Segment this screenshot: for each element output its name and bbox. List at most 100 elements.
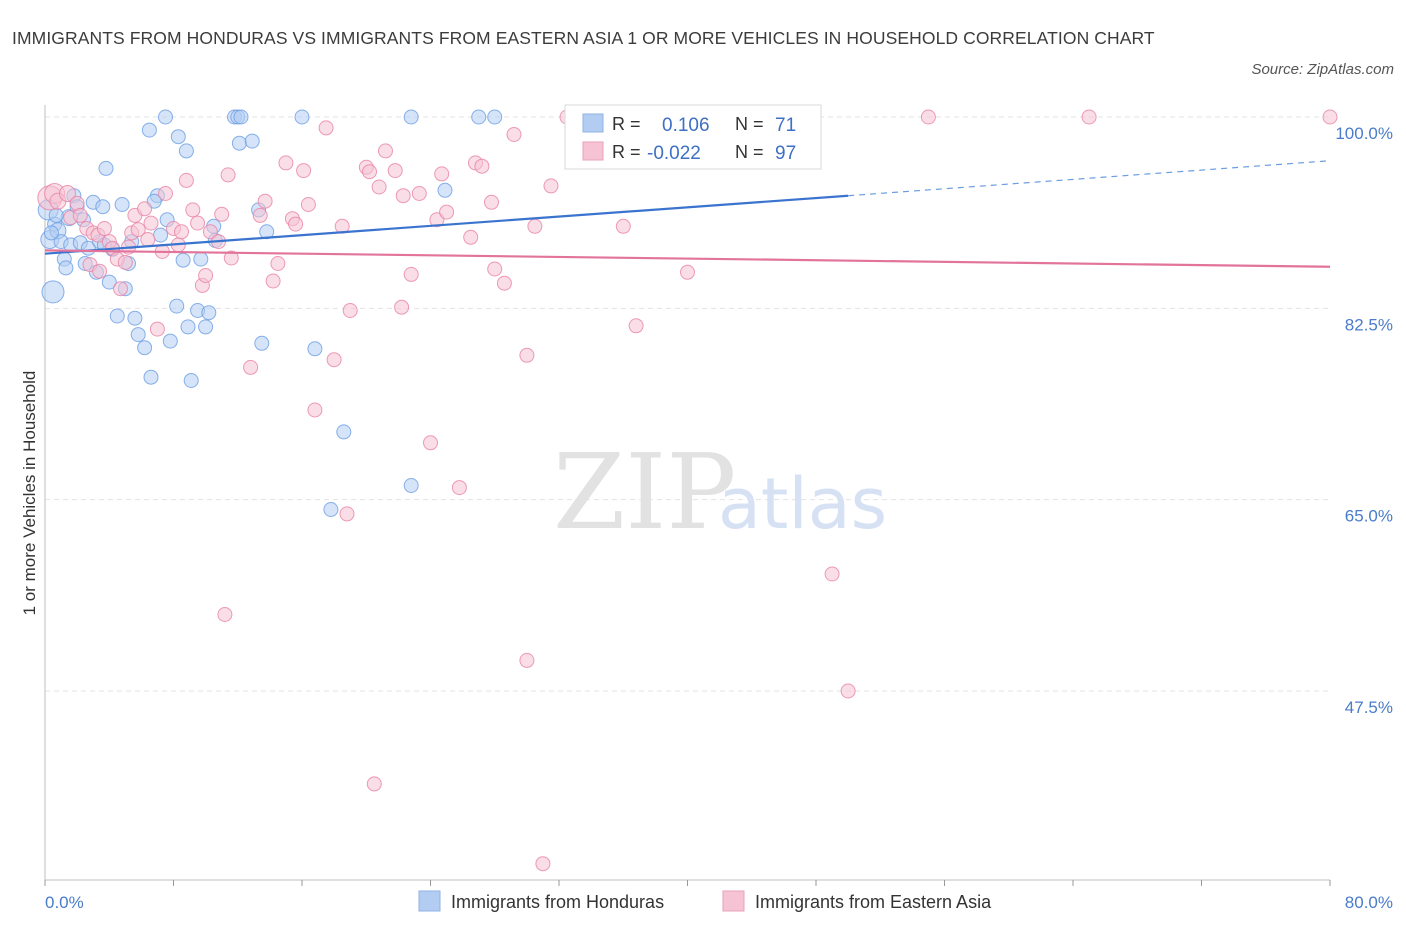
stats-r-value-honduras: 0.106	[662, 115, 710, 136]
point-eastern-asia-52	[318, 120, 334, 136]
y-tick-label-2: 65.0%	[1345, 507, 1393, 526]
point-honduras-60	[323, 502, 339, 517]
point-eastern-asia-51	[307, 402, 323, 418]
point-eastern-asia-90	[1081, 109, 1097, 125]
point-eastern-asia-23	[140, 232, 156, 247]
point-honduras-31	[143, 369, 159, 385]
point-honduras-44	[193, 251, 209, 267]
point-eastern-asia-92	[519, 652, 535, 668]
point-honduras-29	[137, 340, 153, 356]
point-honduras-18	[95, 199, 111, 215]
point-honduras-62	[403, 478, 419, 493]
point-honduras-58	[307, 341, 323, 357]
data-points	[37, 109, 1338, 872]
x-tick-label-1: 80.0%	[1345, 893, 1393, 912]
point-eastern-asia-86	[680, 264, 695, 280]
point-eastern-asia-30	[174, 224, 189, 240]
point-eastern-asia-84	[628, 318, 644, 334]
trend-lines	[44, 160, 1331, 268]
point-honduras-27	[127, 310, 143, 326]
point-eastern-asia-16	[113, 281, 128, 297]
legend-label-eastern-asia: Immigrants from Eastern Asia	[755, 892, 992, 912]
point-eastern-asia-83	[615, 218, 631, 234]
point-honduras-46	[201, 305, 217, 321]
point-honduras-63	[437, 182, 453, 198]
y-tick-label-0: 100.0%	[1335, 124, 1393, 143]
point-eastern-asia-78	[527, 218, 543, 234]
stats-r-label-honduras: R =	[612, 114, 641, 134]
point-eastern-asia-63	[395, 188, 411, 204]
point-eastern-asia-31	[178, 172, 194, 188]
point-honduras-65	[487, 109, 503, 125]
source-label: Source: ZipAtlas.com	[1251, 61, 1394, 78]
point-eastern-asia-35	[198, 268, 214, 283]
point-honduras-7	[58, 260, 74, 276]
point-eastern-asia-38	[214, 206, 230, 222]
point-eastern-asia-75	[496, 275, 512, 291]
trend-line-honduras-extension	[848, 160, 1331, 197]
point-eastern-asia-43	[257, 193, 273, 209]
point-eastern-asia-22	[137, 201, 153, 217]
point-eastern-asia-27	[158, 186, 173, 201]
point-eastern-asia-76	[506, 127, 522, 142]
point-eastern-asia-40	[223, 250, 239, 266]
point-eastern-asia-58	[362, 164, 377, 180]
point-eastern-asia-42	[252, 207, 268, 223]
stats-n-label-honduras: N =	[735, 114, 764, 134]
point-honduras-56	[254, 335, 270, 351]
stats-r-value-eastern-asia: -0.022	[647, 143, 701, 164]
point-honduras-55	[259, 224, 275, 240]
point-eastern-asia-64	[403, 266, 419, 282]
point-eastern-asia-45	[270, 256, 286, 271]
point-honduras-37	[169, 298, 185, 314]
point-eastern-asia-24	[143, 215, 159, 231]
point-eastern-asia-49	[296, 163, 312, 179]
point-honduras-67	[48, 207, 64, 223]
point-honduras-64	[471, 109, 487, 125]
point-eastern-asia-62	[394, 299, 410, 315]
point-eastern-asia-48	[288, 216, 304, 232]
point-honduras-57	[294, 109, 310, 125]
point-eastern-asia-32	[185, 202, 201, 218]
point-honduras-36	[162, 333, 178, 349]
x-tick-label-0: 0.0%	[45, 893, 84, 912]
legend-label-honduras: Immigrants from Honduras	[451, 892, 664, 912]
point-honduras-40	[178, 143, 194, 159]
point-honduras-51	[231, 135, 247, 151]
point-eastern-asia-25	[149, 321, 165, 337]
point-eastern-asia-89	[920, 109, 936, 125]
point-honduras-52	[233, 109, 249, 125]
stats-n-value-honduras: 71	[775, 115, 796, 136]
point-eastern-asia-93	[366, 776, 382, 792]
stats-legend: R = 0.106 N = 71 R = -0.022 N = 97	[564, 104, 822, 170]
point-honduras-66	[43, 225, 59, 241]
point-eastern-asia-41	[243, 359, 259, 375]
y-tick-label-3: 47.5%	[1345, 698, 1393, 717]
point-eastern-asia-39	[220, 167, 236, 183]
point-eastern-asia-36	[202, 224, 218, 240]
point-eastern-asia-53	[326, 352, 342, 368]
point-eastern-asia-46	[278, 155, 294, 171]
point-eastern-asia-17	[117, 254, 133, 270]
point-honduras-28	[130, 327, 146, 343]
y-tick-label-1: 82.5%	[1345, 315, 1393, 334]
point-eastern-asia-94	[423, 435, 438, 451]
trend-line-honduras	[44, 194, 849, 255]
point-honduras-41	[180, 319, 196, 335]
point-eastern-asia-73	[484, 194, 499, 210]
point-eastern-asia-70	[463, 229, 479, 245]
watermark-zip: ZIP	[553, 431, 736, 553]
point-honduras-45	[198, 319, 214, 335]
point-eastern-asia-91	[1322, 109, 1338, 125]
stats-r-label-eastern-asia: R =	[612, 142, 641, 162]
point-eastern-asia-72	[474, 158, 490, 174]
point-honduras-38	[170, 129, 186, 145]
point-honduras-59	[336, 424, 352, 440]
point-eastern-asia-50	[300, 197, 316, 212]
chart-title: IMMIGRANTS FROM HONDURAS VS IMMIGRANTS F…	[12, 28, 1155, 48]
point-honduras-30	[141, 122, 157, 138]
stats-n-value-eastern-asia: 97	[775, 143, 796, 164]
point-honduras-22	[109, 308, 125, 324]
point-eastern-asia-69	[451, 480, 467, 496]
point-eastern-asia-79	[543, 178, 559, 194]
